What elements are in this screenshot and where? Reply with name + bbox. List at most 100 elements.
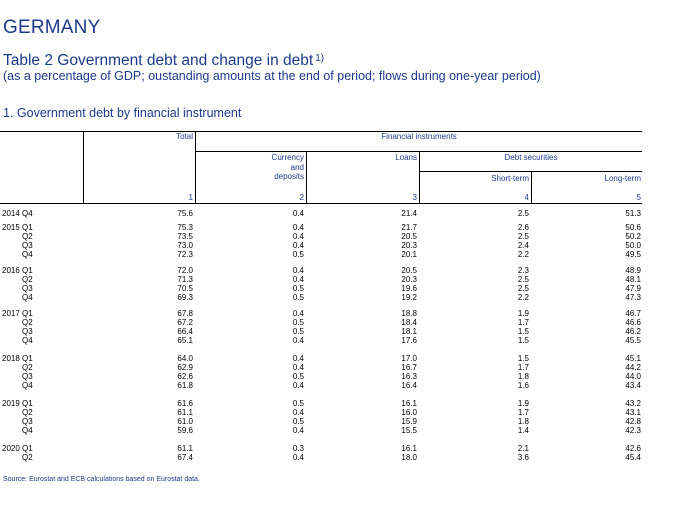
cell-short: 2.5	[517, 275, 529, 284]
column-number-3: 3	[412, 193, 417, 202]
cell-currency: 0.4	[292, 309, 304, 318]
cell-loans: 18.4	[401, 318, 417, 327]
currency-header-line-3: deposits	[274, 172, 304, 181]
cell-short: 2.6	[517, 223, 529, 232]
cell-currency: 0.5	[292, 318, 304, 327]
row-label: 2020 Q1	[2, 444, 33, 453]
row-label: Q2	[22, 275, 33, 284]
currency-column-divider	[306, 151, 307, 203]
debt-securities-header: Debt securities	[504, 153, 558, 162]
cell-long: 46.2	[625, 327, 641, 336]
debt-securities-rule	[419, 171, 642, 172]
row-label: Q3	[22, 372, 33, 381]
cell-long: 48.1	[625, 275, 641, 284]
cell-short: 1.9	[517, 399, 529, 408]
cell-loans: 18.0	[401, 453, 417, 462]
cell-currency: 0.4	[292, 336, 304, 345]
cell-short: 1.5	[517, 354, 529, 363]
cell-short: 2.5	[517, 284, 529, 293]
cell-long: 47.9	[625, 284, 641, 293]
row-label: Q2	[22, 232, 33, 241]
cell-total: 61.6	[177, 399, 193, 408]
cell-currency: 0.4	[292, 453, 304, 462]
cell-currency: 0.5	[292, 284, 304, 293]
cell-long: 48.9	[625, 266, 641, 275]
cell-total: 72.0	[177, 266, 193, 275]
cell-total: 73.0	[177, 241, 193, 250]
cell-long: 50.2	[625, 232, 641, 241]
cell-short: 1.5	[517, 327, 529, 336]
cell-total: 75.6	[177, 209, 193, 218]
row-label: Q2	[22, 318, 33, 327]
cell-loans: 21.4	[401, 209, 417, 218]
label-column-divider	[83, 131, 84, 203]
cell-long: 50.0	[625, 241, 641, 250]
cell-long: 46.6	[625, 318, 641, 327]
row-label: 2019 Q1	[2, 399, 33, 408]
cell-total: 75.3	[177, 223, 193, 232]
cell-long: 47.3	[625, 293, 641, 302]
column-number-4: 4	[524, 193, 529, 202]
cell-short: 1.7	[517, 318, 529, 327]
cell-currency: 0.4	[292, 381, 304, 390]
section-title: 1. Government debt by financial instrume…	[3, 106, 242, 120]
cell-total: 67.4	[177, 453, 193, 462]
cell-currency: 0.4	[292, 363, 304, 372]
cell-total: 64.0	[177, 354, 193, 363]
cell-total: 71.3	[177, 275, 193, 284]
row-label: Q4	[22, 250, 33, 259]
row-label: 2014 Q4	[2, 209, 33, 218]
cell-long: 42.3	[625, 426, 641, 435]
cell-long: 46.7	[625, 309, 641, 318]
cell-loans: 16.4	[401, 381, 417, 390]
cell-loans: 19.2	[401, 293, 417, 302]
cell-short: 2.4	[517, 241, 529, 250]
row-label: Q4	[22, 426, 33, 435]
short-term-column-divider	[531, 171, 532, 203]
short-term-column-header: Short-term	[491, 174, 529, 183]
cell-total: 65.1	[177, 336, 193, 345]
cell-total: 67.2	[177, 318, 193, 327]
cell-currency: 0.4	[292, 266, 304, 275]
long-term-column-header: Long-term	[604, 174, 641, 183]
cell-currency: 0.5	[292, 399, 304, 408]
cell-loans: 17.6	[401, 336, 417, 345]
cell-short: 2.5	[517, 232, 529, 241]
cell-short: 1.6	[517, 381, 529, 390]
cell-loans: 19.6	[401, 284, 417, 293]
row-label: Q2	[22, 363, 33, 372]
cell-long: 44.2	[625, 363, 641, 372]
currency-column-header: Currency and deposits	[220, 153, 304, 182]
total-column-header: Total	[176, 132, 193, 141]
cell-total: 61.1	[177, 408, 193, 417]
cell-short: 3.6	[517, 453, 529, 462]
cell-long: 42.8	[625, 417, 641, 426]
row-label: Q4	[22, 293, 33, 302]
row-label: Q3	[22, 417, 33, 426]
cell-long: 44.0	[625, 372, 641, 381]
cell-loans: 21.7	[401, 223, 417, 232]
cell-total: 72.3	[177, 250, 193, 259]
cell-loans: 16.3	[401, 372, 417, 381]
column-number-2: 2	[299, 193, 304, 202]
country-heading: GERMANY	[3, 17, 101, 38]
cell-total: 69.3	[177, 293, 193, 302]
cell-long: 45.1	[625, 354, 641, 363]
row-label: Q3	[22, 284, 33, 293]
cell-total: 67.8	[177, 309, 193, 318]
loans-column-header: Loans	[395, 153, 417, 162]
cell-total: 59.6	[177, 426, 193, 435]
cell-loans: 18.1	[401, 327, 417, 336]
cell-currency: 0.4	[292, 426, 304, 435]
currency-header-line-1: Currency	[271, 153, 304, 162]
cell-short: 1.5	[517, 336, 529, 345]
row-label: Q4	[22, 336, 33, 345]
cell-loans: 20.3	[401, 241, 417, 250]
cell-total: 70.5	[177, 284, 193, 293]
column-number-1: 1	[188, 193, 193, 202]
cell-currency: 0.4	[292, 209, 304, 218]
cell-loans: 17.0	[401, 354, 417, 363]
footnote-reference: 1)	[315, 53, 325, 64]
row-label: 2016 Q1	[2, 266, 33, 275]
cell-long: 51.3	[625, 209, 641, 218]
